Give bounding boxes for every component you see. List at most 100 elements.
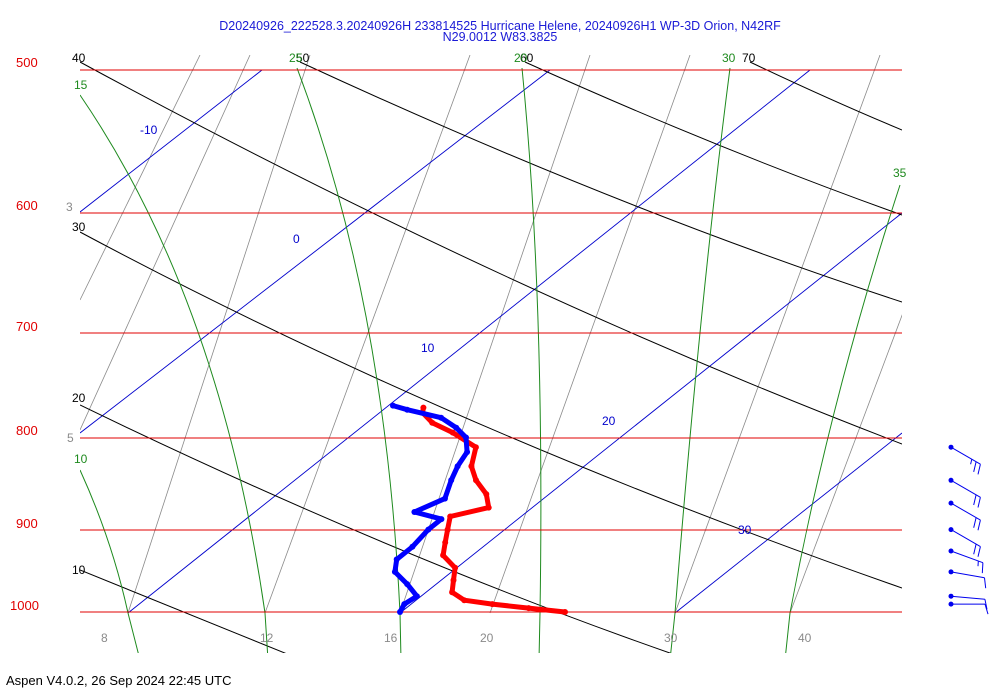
isotherm-label: -10 — [140, 123, 158, 137]
moist-adiabat-label: 30 — [722, 51, 736, 65]
dry-adiabat-label: 10 — [72, 563, 86, 577]
temperature-point — [449, 589, 456, 596]
mixing-ratio-line — [789, 314, 902, 614]
wind-barb-flag — [984, 603, 989, 615]
temperature-point — [525, 605, 532, 612]
mixing-ratio-labels: 3 5 8 12 16 20 30 40 — [66, 200, 812, 645]
wind-barb-staff — [950, 479, 981, 498]
mixing-ratio-label: 40 — [798, 631, 812, 645]
wind-barb-flag — [984, 577, 987, 589]
dewpoint-point — [401, 601, 408, 608]
temperature-point — [429, 419, 436, 426]
mixing-ratio-label: 16 — [384, 631, 398, 645]
moist-adiabat-line — [521, 67, 542, 653]
wind-barb-flag — [977, 519, 981, 531]
dewpoint-point — [438, 414, 445, 421]
wind-barb-flag — [981, 562, 984, 574]
wind-barb-flag — [977, 464, 981, 475]
mixing-ratio-label: 12 — [260, 631, 274, 645]
dry-adiabat-line — [749, 61, 902, 131]
isotherm-line — [127, 69, 811, 614]
dewpoint-point — [425, 526, 432, 533]
dry-adiabat-label: 70 — [742, 51, 756, 65]
pressure-tick-label: 900 — [16, 516, 38, 531]
temperature-point — [450, 577, 457, 584]
isotherm-label: 0 — [293, 232, 300, 246]
temperature-point — [473, 477, 479, 484]
temperature-point — [440, 552, 447, 559]
wind-barb — [948, 500, 981, 531]
wind-barb — [948, 569, 987, 589]
mixing-ratio-line — [264, 55, 471, 614]
moist-adiabat-label: 20 — [514, 51, 528, 65]
wind-barb-staff — [950, 502, 981, 521]
temperature-point — [468, 463, 475, 470]
dry-adiabat-line — [80, 231, 902, 589]
isotherm-line — [80, 69, 263, 213]
temperature-point — [472, 444, 479, 451]
dry-adiabat-label: 50 — [296, 51, 310, 65]
moist-adiabat-line — [670, 67, 731, 653]
moist-adiabat-lines — [80, 67, 901, 653]
isotherm-label: 10 — [421, 341, 435, 355]
dry-adiabat-line — [299, 61, 902, 303]
dry-adiabat-labels: 40 50 60 70 30 20 10 — [72, 51, 756, 577]
wind-barb-flag — [977, 546, 981, 557]
moist-adiabat-line — [80, 469, 139, 653]
mixing-ratio-line — [80, 55, 201, 301]
wind-barb-flag — [973, 461, 977, 473]
isotherm-lines — [80, 69, 902, 614]
footer-version-timestamp: Aspen V4.0.2, 26 Sep 2024 22:45 UTC — [6, 673, 232, 688]
moist-adiabat-labels: 15 20 25 30 35 10 — [74, 51, 907, 466]
wind-barb-staff — [950, 571, 985, 579]
dry-adiabat-label: 40 — [72, 51, 86, 65]
wind-barb — [948, 527, 981, 557]
mixing-ratio-line — [80, 55, 251, 431]
dewpoint-point — [413, 593, 420, 600]
mixing-ratio-label: 20 — [480, 631, 494, 645]
pressure-tick-label: 700 — [16, 319, 38, 334]
dewpoint-point — [390, 402, 396, 409]
temperature-point — [489, 601, 496, 608]
dry-adiabat-line — [80, 61, 902, 445]
dry-adiabat-lines — [80, 61, 902, 653]
dewpoint-point — [393, 556, 400, 563]
dewpoint-point — [453, 424, 460, 431]
mixing-ratio-label: 30 — [664, 631, 678, 645]
moist-adiabat-label: 15 — [74, 78, 88, 92]
wind-barb-flag — [973, 517, 977, 528]
dewpoint-point — [404, 581, 411, 588]
mixing-ratio-line — [489, 55, 691, 614]
mixing-ratio-line — [127, 55, 311, 614]
isobar-lines — [80, 69, 902, 613]
dry-adiabat-line — [80, 569, 286, 653]
mixing-ratio-line — [674, 55, 881, 614]
pressure-tick-label: 1000 — [10, 598, 39, 613]
temperature-point — [562, 609, 568, 615]
wind-barb — [948, 444, 981, 475]
dewpoint-point — [397, 609, 403, 615]
dewpoint-point — [448, 477, 455, 484]
wind-barb-staff — [950, 550, 984, 564]
mixing-ratio-label: 8 — [101, 631, 108, 645]
wind-barb-flag — [977, 497, 981, 508]
moist-adiabat-label: 25 — [289, 51, 303, 65]
temperature-point — [449, 429, 456, 436]
dry-adiabat-label: 20 — [72, 391, 86, 405]
dewpoint-point — [391, 568, 398, 575]
dewpoint-point — [464, 449, 471, 455]
wind-barb-flag — [984, 599, 988, 610]
isotherm-label: 20 — [602, 414, 616, 428]
temperature-point — [485, 504, 492, 511]
isotherm-line — [80, 69, 551, 434]
pressure-axis: 500 600 700 800 900 1000 — [10, 55, 39, 613]
dry-adiabat-label: 60 — [520, 51, 534, 65]
dry-adiabat-line — [80, 404, 672, 653]
mixing-ratio-lines — [80, 55, 902, 614]
dewpoint-trace — [390, 402, 471, 615]
wind-barb — [948, 601, 989, 615]
mixing-ratio-label: 3 — [66, 200, 73, 214]
mixing-ratio-line — [399, 55, 591, 614]
isotherm-line — [674, 432, 902, 614]
temperature-point — [447, 513, 454, 520]
